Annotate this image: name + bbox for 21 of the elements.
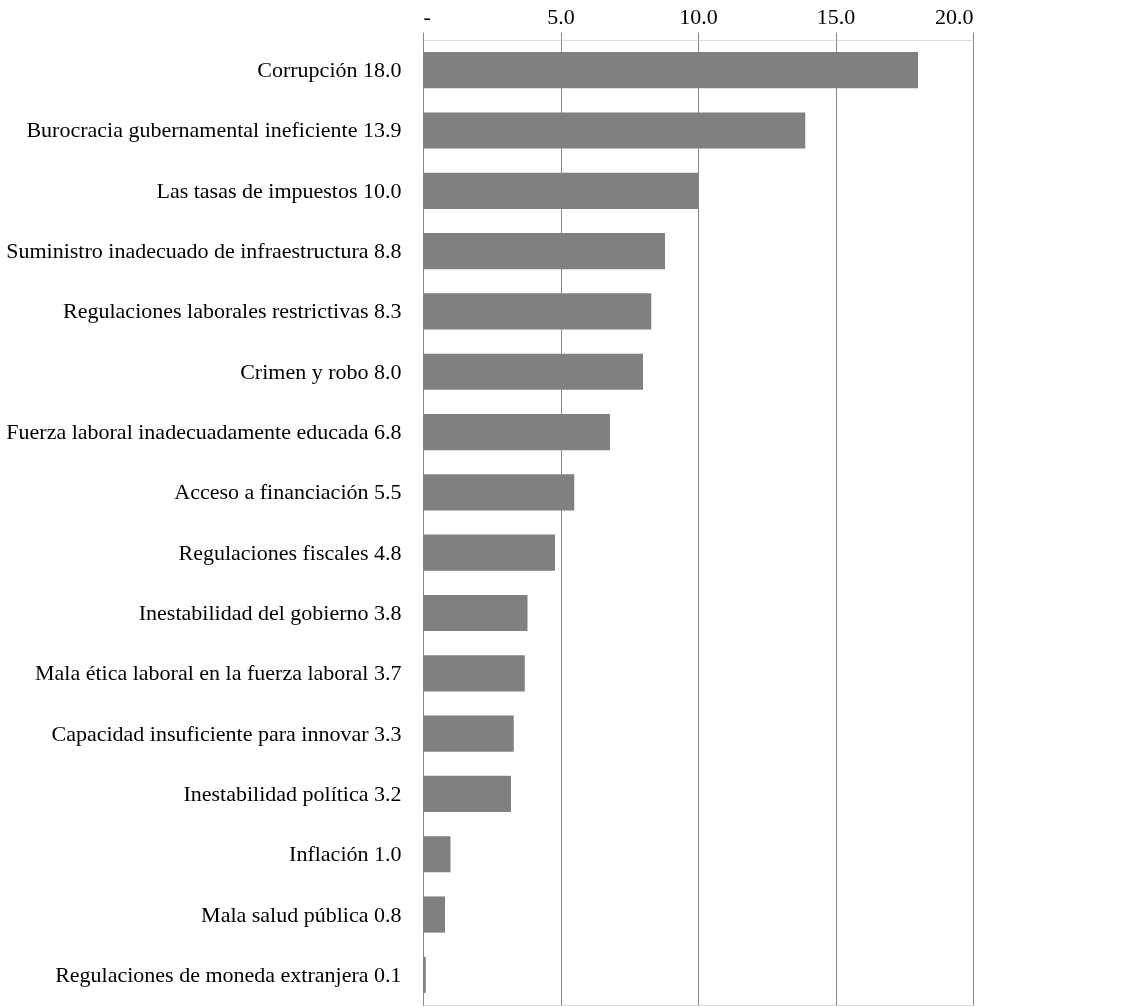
y-tick-label: Mala salud pública 0.8 [201, 901, 402, 927]
y-tick-label: Inestabilidad política 3.2 [183, 780, 402, 806]
y-tick-label: Crimen y robo 8.0 [240, 358, 402, 384]
y-tick-label: Inestabilidad del gobierno 3.8 [138, 599, 402, 625]
y-tick-label: Acceso a financiación 5.5 [174, 479, 402, 505]
y-tick-label: Regulaciones fiscales 4.8 [178, 539, 402, 565]
x-tick-label: 20.0 [935, 3, 974, 29]
y-tick-label: Capacidad insuficiente para innovar 3.3 [51, 720, 402, 746]
y-tick-label: Regulaciones de moneda extranjera 0.1 [55, 961, 402, 987]
y-tick-label: Mala ética laboral en la fuerza laboral 3.7 [35, 660, 402, 686]
y-tick-label: Suministro inadecuado de infraestructura 8.8 [6, 238, 402, 264]
y-tick-label: Burocracia gubernamental ineficiente 13.9 [26, 117, 402, 143]
x-tick-label: 5.0 [547, 3, 575, 29]
x-tick-label: 15.0 [816, 3, 856, 29]
y-tick-label: Las tasas de impuestos 10.0 [156, 177, 402, 203]
y-tick-label: Fuerza laboral inadecuadamente educada 6.8 [6, 419, 402, 445]
y-tick-label: Corrupción 18.0 [257, 57, 402, 83]
y-tick-label: Inflación 1.0 [289, 841, 402, 867]
y-tick-label: Regulaciones laborales restrictivas 8.3 [63, 298, 402, 324]
x-tick-label: - [423, 3, 431, 29]
x-tick-label: 10.0 [679, 3, 718, 29]
